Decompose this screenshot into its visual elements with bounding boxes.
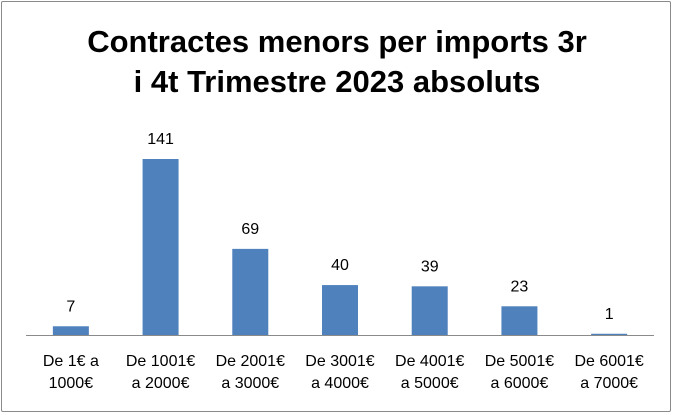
category-label-2-line-2: a 2000€ [132,375,190,392]
value-label-3: 69 [241,221,259,238]
value-labels-group: 7 141 69 40 39 23 1 [66,131,613,323]
value-label-6: 23 [511,278,529,295]
category-label-5-line-1: De 4001€ [395,353,464,370]
category-label-3-line-2: a 3000€ [221,375,279,392]
value-label-1: 7 [66,298,75,315]
bars-group [52,159,628,335]
category-label-3-line-1: De 2001€ [216,353,285,370]
chart-title: Contractes menors per imports 3r i 4t Tr… [0,22,674,102]
category-labels-group: De 1€ a 1000€ De 1001€ a 2000€ De 2001€ a 300… [43,353,644,392]
bar-5 [411,286,448,335]
category-label-5-line-2: a 5000€ [401,375,459,392]
category-label-7-line-1: De 6001€ [574,353,643,370]
category-label-6-line-1: De 5001€ [485,353,554,370]
bar-1 [52,326,89,335]
value-label-2: 141 [147,131,174,148]
category-label-1-line-1: De 1€ a [43,353,99,370]
bar-6 [501,306,538,335]
category-label-7-line-2: a 7000€ [580,375,638,392]
bar-7 [591,333,628,335]
category-label-4-line-1: De 3001€ [305,353,374,370]
value-label-7: 1 [605,306,614,323]
bar-3 [232,248,269,335]
category-label-2-line-1: De 1001€ [126,353,195,370]
value-label-5: 39 [421,258,439,275]
chart-title-line-2: i 4t Trimestre 2023 absoluts [133,64,541,99]
category-label-6-line-2: a 6000€ [491,375,549,392]
category-label-4-line-2: a 4000€ [311,375,369,392]
chart-title-line-1: Contractes menors per imports 3r [87,24,587,59]
category-label-1-line-2: 1000€ [49,375,94,392]
bar-4 [322,285,358,335]
bar-2 [142,159,179,335]
value-label-4: 40 [331,257,349,274]
